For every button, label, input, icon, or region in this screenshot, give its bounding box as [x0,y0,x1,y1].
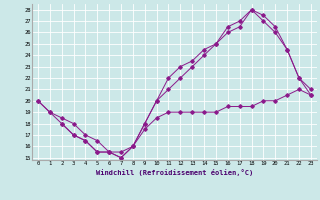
X-axis label: Windchill (Refroidissement éolien,°C): Windchill (Refroidissement éolien,°C) [96,169,253,176]
